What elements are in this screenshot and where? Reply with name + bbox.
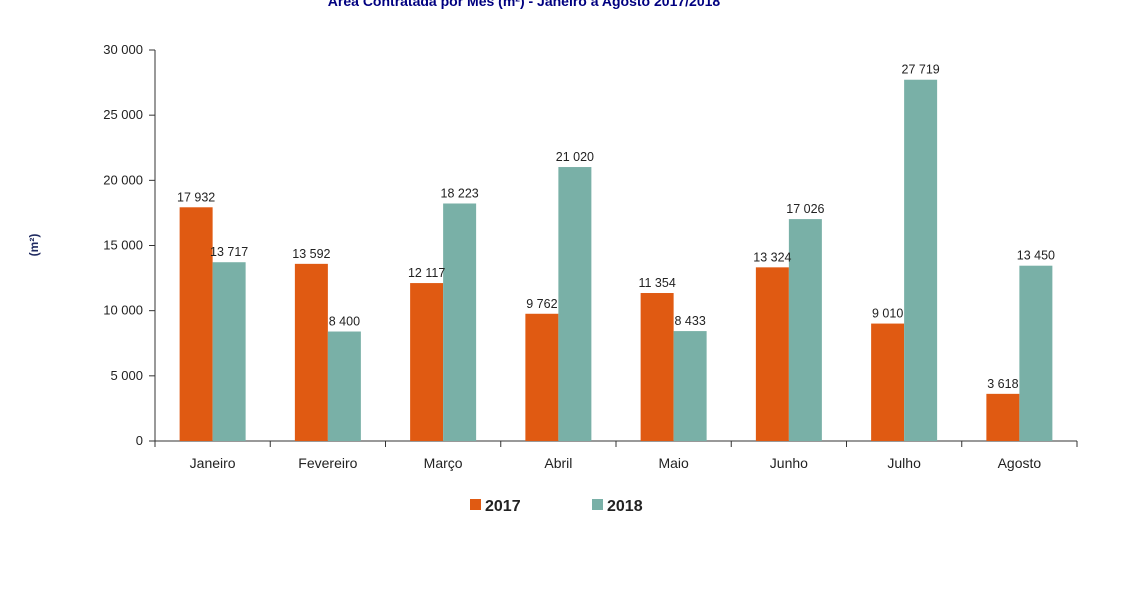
bar-2017-julho xyxy=(871,323,905,441)
bar-2017-fevereiro xyxy=(294,263,328,441)
bar-2017-março xyxy=(410,283,444,441)
chart-title: Área Contratada por Mês (m²) - Janeiro a… xyxy=(328,0,721,9)
bar-2017-janeiro xyxy=(179,207,213,441)
bar-2018-janeiro xyxy=(212,262,246,441)
data-label-2018-fevereiro: 8 400 xyxy=(329,315,360,329)
x-tick-label: Fevereiro xyxy=(298,455,357,471)
legend: 2017 2018 xyxy=(470,498,643,515)
data-label-2017-abril: 9 762 xyxy=(526,297,557,311)
y-tick-label: 10 000 xyxy=(103,303,143,318)
bar-2017-junho xyxy=(755,267,789,441)
x-tick-label: Janeiro xyxy=(190,455,236,471)
bar-2018-abril xyxy=(558,167,592,441)
legend-label-2018: 2018 xyxy=(607,498,643,515)
bar-2018-maio xyxy=(673,331,707,441)
data-label-2018-julho: 27 719 xyxy=(902,63,940,77)
data-labels: 17 932 13 717 13 592 8 400 12 117 18 223 9 762… xyxy=(177,63,1055,391)
legend-swatch-2018 xyxy=(592,499,603,510)
x-tick-label: Março xyxy=(424,455,463,471)
bar-2017-abril xyxy=(525,313,559,441)
y-axis: 0 5 000 10 000 15 000 20 000 25 000 30 000 xyxy=(103,42,156,448)
y-tick-label: 15 000 xyxy=(103,238,143,253)
x-tick-label: Agosto xyxy=(998,455,1042,471)
x-axis: Janeiro Fevereiro Março Abril Maio Junho Julho… xyxy=(154,440,1078,471)
y-axis-label: (m²) xyxy=(27,234,41,257)
data-label-2017-junho: 13 324 xyxy=(753,250,791,264)
legend-label-2017: 2017 xyxy=(485,498,521,515)
x-tick-label: Junho xyxy=(770,455,808,471)
bar-2017-maio xyxy=(640,293,674,441)
y-tick-label: 0 xyxy=(136,433,143,448)
x-tick-label: Abril xyxy=(544,455,572,471)
bar-2018-junho xyxy=(788,219,822,441)
bar-2018-julho xyxy=(904,79,938,441)
data-label-2017-fevereiro: 13 592 xyxy=(292,247,330,261)
y-tick-label: 5 000 xyxy=(110,368,143,383)
data-label-2018-janeiro: 13 717 xyxy=(210,245,248,259)
bar-2018-fevereiro xyxy=(327,331,361,441)
data-label-2018-maio: 8 433 xyxy=(674,314,705,328)
y-tick-label: 30 000 xyxy=(103,42,143,57)
x-tick-label: Julho xyxy=(887,455,921,471)
data-label-2017-maio: 11 354 xyxy=(638,276,675,290)
bars xyxy=(179,79,1053,441)
data-label-2018-março: 18 223 xyxy=(441,186,479,200)
bar-2018-agosto xyxy=(1019,265,1053,441)
data-label-2018-junho: 17 026 xyxy=(786,202,824,216)
legend-swatch-2017 xyxy=(470,499,481,510)
bar-2018-março xyxy=(443,203,477,441)
data-label-2017-janeiro: 17 932 xyxy=(177,190,215,204)
data-label-2017-março: 12 117 xyxy=(408,266,445,280)
bar-2017-agosto xyxy=(986,393,1020,441)
data-label-2018-abril: 21 020 xyxy=(556,150,594,164)
data-label-2017-julho: 9 010 xyxy=(872,307,903,321)
x-tick-label: Maio xyxy=(658,455,689,471)
y-tick-label: 25 000 xyxy=(103,107,143,122)
y-tick-label: 20 000 xyxy=(103,172,143,187)
data-label-2018-agosto: 13 450 xyxy=(1017,249,1055,263)
data-label-2017-agosto: 3 618 xyxy=(987,377,1018,391)
